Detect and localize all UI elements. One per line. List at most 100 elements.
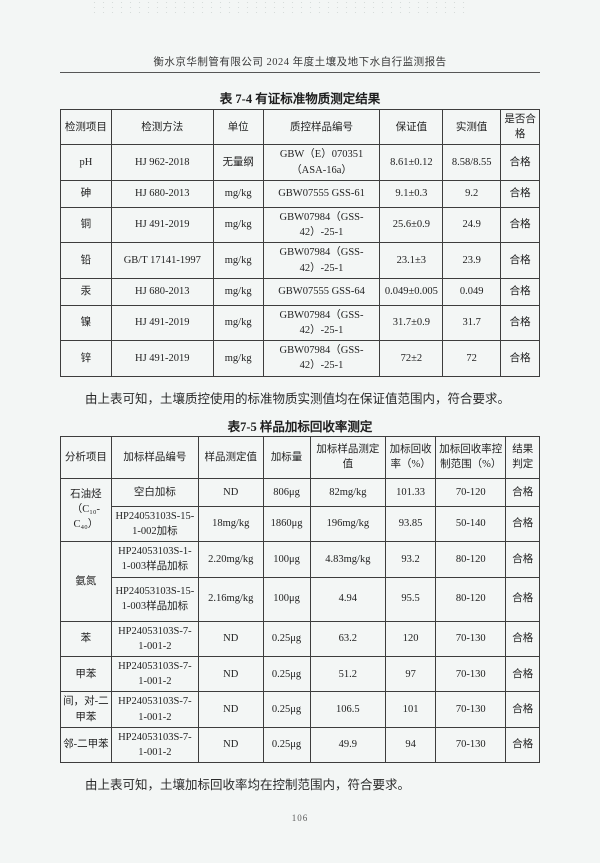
table74-title: 表 7-4 有证标准物质测定结果 [219, 92, 381, 106]
table-row: 汞 HJ 680-2013 mg/kg GBW07555 GSS-64 0.04… [60, 277, 540, 306]
th-pass: 是否合格 [500, 108, 540, 146]
table-row: 间，对-二甲苯 HP24053103S-7-1-001-2 ND 0.25μg … [60, 691, 540, 728]
th-certified-value: 保证值 [379, 108, 444, 146]
cell-certified: 25.6±0.9 [379, 206, 444, 244]
cell-certified: 31.7±0.9 [379, 304, 444, 342]
cell-item: 砷 [60, 179, 112, 208]
cell-spike: 1860μg [262, 505, 311, 543]
cell-measured: 31.7 [442, 304, 502, 342]
cell-pass: 合格 [500, 304, 540, 342]
th-test-item: 检测项目 [60, 108, 112, 146]
cell-recovery: 97 [385, 655, 437, 693]
cell-result: 合格 [505, 620, 540, 657]
th-spiked-sample-value: 加标样品测定值 [309, 435, 387, 479]
cell-unit: 无量纲 [212, 144, 264, 181]
cell-certified: 72±2 [379, 340, 444, 377]
cell-spiked-value: 51.2 [309, 655, 387, 693]
table75-conclusion-note: 由上表可知，土壤加标回收率均在控制范围内，符合要求。 [85, 778, 411, 793]
th-sample-value: 样品测定值 [197, 435, 264, 479]
cell-qc-id: GBW07555 GSS-61 [262, 179, 381, 208]
cell-result: 合格 [505, 541, 540, 578]
cell-measured: 8.58/8.55 [442, 144, 502, 181]
cell-range: 50-140 [435, 505, 507, 543]
table-row: 苯 HP24053103S-7-1-001-2 ND 0.25μg 63.2 1… [60, 620, 540, 657]
cell-pass: 合格 [500, 144, 540, 181]
table-row: 镍 HJ 491-2019 mg/kg GBW07984（GSS-42）-25-… [60, 304, 540, 342]
th-spike-amount: 加标量 [262, 435, 311, 479]
cell-method: HJ 491-2019 [110, 304, 214, 342]
cell-method: HJ 680-2013 [110, 179, 214, 208]
table-row: 砷 HJ 680-2013 mg/kg GBW07555 GSS-61 9.1±… [60, 179, 540, 208]
th-analyte: 分析项目 [60, 435, 112, 479]
cell-pass: 合格 [500, 206, 540, 244]
cell-unit: mg/kg [212, 304, 264, 342]
cell-spiked-value: 82mg/kg [309, 477, 387, 507]
cell-spike: 0.25μg [262, 620, 311, 657]
cell-analyte: 石油烃（C₁₀-C₄₀） [60, 477, 112, 543]
cell-spike: 100μg [262, 576, 311, 622]
th-recovery-control-range: 加标回收率控制范围（%） [435, 435, 507, 479]
cell-spike: 0.25μg [262, 655, 311, 693]
cell-recovery: 93.2 [385, 541, 437, 578]
cell-unit: mg/kg [212, 179, 264, 208]
cell-recovery: 94 [385, 726, 437, 764]
cell-qc-id: GBW07984（GSS-42）-25-1 [262, 206, 381, 244]
cell-sample-value: 2.20mg/kg [197, 541, 264, 578]
table-row: 铜 HJ 491-2019 mg/kg GBW07984（GSS-42）-25-… [60, 206, 540, 244]
cell-sample-id: 空白加标 [110, 477, 199, 507]
cell-qc-id: GBW07555 GSS-64 [262, 277, 381, 306]
th-method: 检测方法 [110, 108, 214, 146]
cell-spiked-value: 49.9 [309, 726, 387, 764]
table-row: 铅 GB/T 17141-1997 mg/kg GBW07984（GSS-42）… [60, 242, 540, 279]
cell-analyte: 氨氮 [60, 541, 112, 622]
cell-sample-id: HP24053103S-15-1-003样品加标 [110, 576, 199, 622]
cell-certified: 23.1±3 [379, 242, 444, 279]
table75-spike-recovery-results: 分析项目 加标样品编号 样品测定值 加标量 加标样品测定值 加标回收率（%） 加… [60, 435, 540, 764]
table-row: 石油烃（C₁₀-C₄₀） 空白加标 ND 806μg 82mg/kg 101.3… [60, 477, 540, 543]
cell-recovery: 101 [385, 691, 437, 728]
cell-range: 80-120 [435, 576, 507, 622]
cell-pass: 合格 [500, 340, 540, 377]
cell-result: 合格 [505, 655, 540, 693]
cell-sample-value: ND [197, 726, 264, 764]
cell-certified: 0.049±0.005 [379, 277, 444, 306]
table-row: 邻-二甲苯 HP24053103S-7-1-001-2 ND 0.25μg 49… [60, 726, 540, 764]
table75-title: 表7-5 样品加标回收率测定 [227, 419, 373, 434]
cell-sample-id: HP24053103S-7-1-001-2 [110, 691, 199, 728]
table-row: 锌 HJ 491-2019 mg/kg GBW07984（GSS-42）-25-… [60, 340, 540, 377]
cell-sample-id: HP24053103S-15-1-002加标 [110, 505, 199, 543]
cell-analyte: 苯 [60, 620, 112, 657]
th-measured-value: 实测值 [442, 108, 502, 146]
table-row: 甲苯 HP24053103S-7-1-001-2 ND 0.25μg 51.2 … [60, 655, 540, 693]
cell-qc-id: GBW07984（GSS-42）-25-1 [262, 340, 381, 377]
cell-unit: mg/kg [212, 340, 264, 377]
cell-spiked-value: 4.83mg/kg [309, 541, 387, 578]
cell-certified: 8.61±0.12 [379, 144, 444, 181]
cell-result: 合格 [505, 691, 540, 728]
table74-conclusion-note: 由上表可知，土壤质控使用的标准物质实测值均在保证值范围内，符合要求。 [85, 391, 511, 406]
th-spiked-sample-id: 加标样品编号 [110, 435, 199, 479]
cell-item: 镍 [60, 304, 112, 342]
cell-recovery: 95.5 [385, 576, 437, 622]
scan-noise-texture [90, 0, 470, 16]
cell-method: HJ 962-2018 [110, 144, 214, 181]
cell-item: 铜 [60, 206, 112, 244]
cell-sample-value: ND [197, 655, 264, 693]
cell-item: 汞 [60, 277, 112, 306]
cell-measured: 9.2 [442, 179, 502, 208]
cell-result: 合格 [505, 576, 540, 622]
cell-range: 70-130 [435, 726, 507, 764]
cell-result: 合格 [505, 726, 540, 764]
cell-spike: 806μg [262, 477, 311, 507]
cell-pass: 合格 [500, 179, 540, 208]
cell-unit: mg/kg [212, 206, 264, 244]
cell-result: 合格 [505, 505, 540, 543]
table-row: 氨氮 HP24053103S-1-1-003样品加标 2.20mg/kg 100… [60, 541, 540, 622]
cell-measured: 23.9 [442, 242, 502, 279]
cell-sample-id: HP24053103S-7-1-001-2 [110, 726, 199, 764]
cell-sample-value: ND [197, 477, 264, 507]
table74-certified-reference-results: 检测项目 检测方法 单位 质控样品编号 保证值 实测值 是否合格 pH HJ 9… [60, 108, 540, 377]
cell-method: GB/T 17141-1997 [110, 242, 214, 279]
cell-recovery: 93.85 [385, 505, 437, 543]
cell-method: HJ 491-2019 [110, 340, 214, 377]
